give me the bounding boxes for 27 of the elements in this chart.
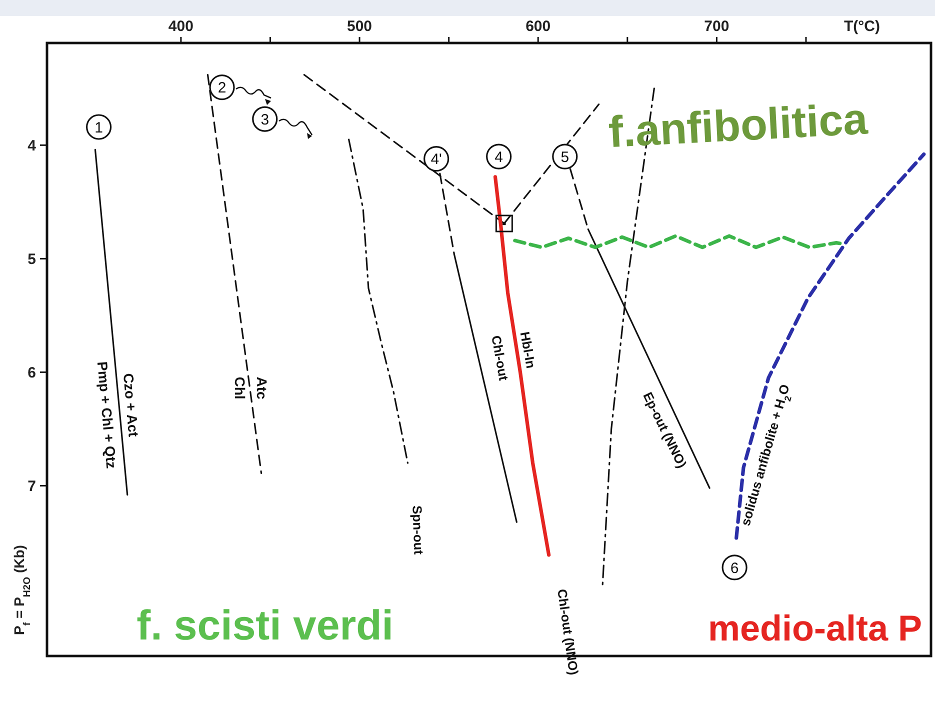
annotation: Chl <box>232 376 248 400</box>
annotation: 1 <box>94 119 103 136</box>
x-tick-label: 500 <box>347 18 372 35</box>
annotation: Atc <box>254 376 270 400</box>
annotation: Pmp + Chl + Qtz <box>94 360 120 470</box>
y-tick-label: 4 <box>28 137 37 154</box>
y-tick-label: 5 <box>28 250 36 268</box>
y-tick-label: 7 <box>28 478 36 495</box>
annotation: 2 <box>218 80 226 97</box>
annotation: f.anfibolitica <box>607 94 870 158</box>
x-tick-label: 700 <box>704 18 730 35</box>
annotation: Czo + Act <box>120 372 142 438</box>
annotation: Chl-out (NNO) <box>554 588 582 676</box>
annotation: medio-alta P <box>708 608 922 649</box>
annotation: f. scisti verdi <box>136 602 394 649</box>
annotation: Chl-out <box>488 334 512 382</box>
x-tick-label: 600 <box>526 18 551 35</box>
annotation: 4 <box>494 148 503 166</box>
annotation: Hbl-In <box>517 330 539 370</box>
y-tick-label: 6 <box>28 364 36 382</box>
annotation: 5 <box>560 148 570 166</box>
x-axis-title: T(°C) <box>844 18 880 35</box>
annotation: 6 <box>730 560 739 577</box>
annotation: 3 <box>260 111 270 128</box>
x-tick-label: 400 <box>168 18 194 35</box>
annotation: Spn-out <box>410 505 426 556</box>
annotation: 4' <box>430 151 442 168</box>
